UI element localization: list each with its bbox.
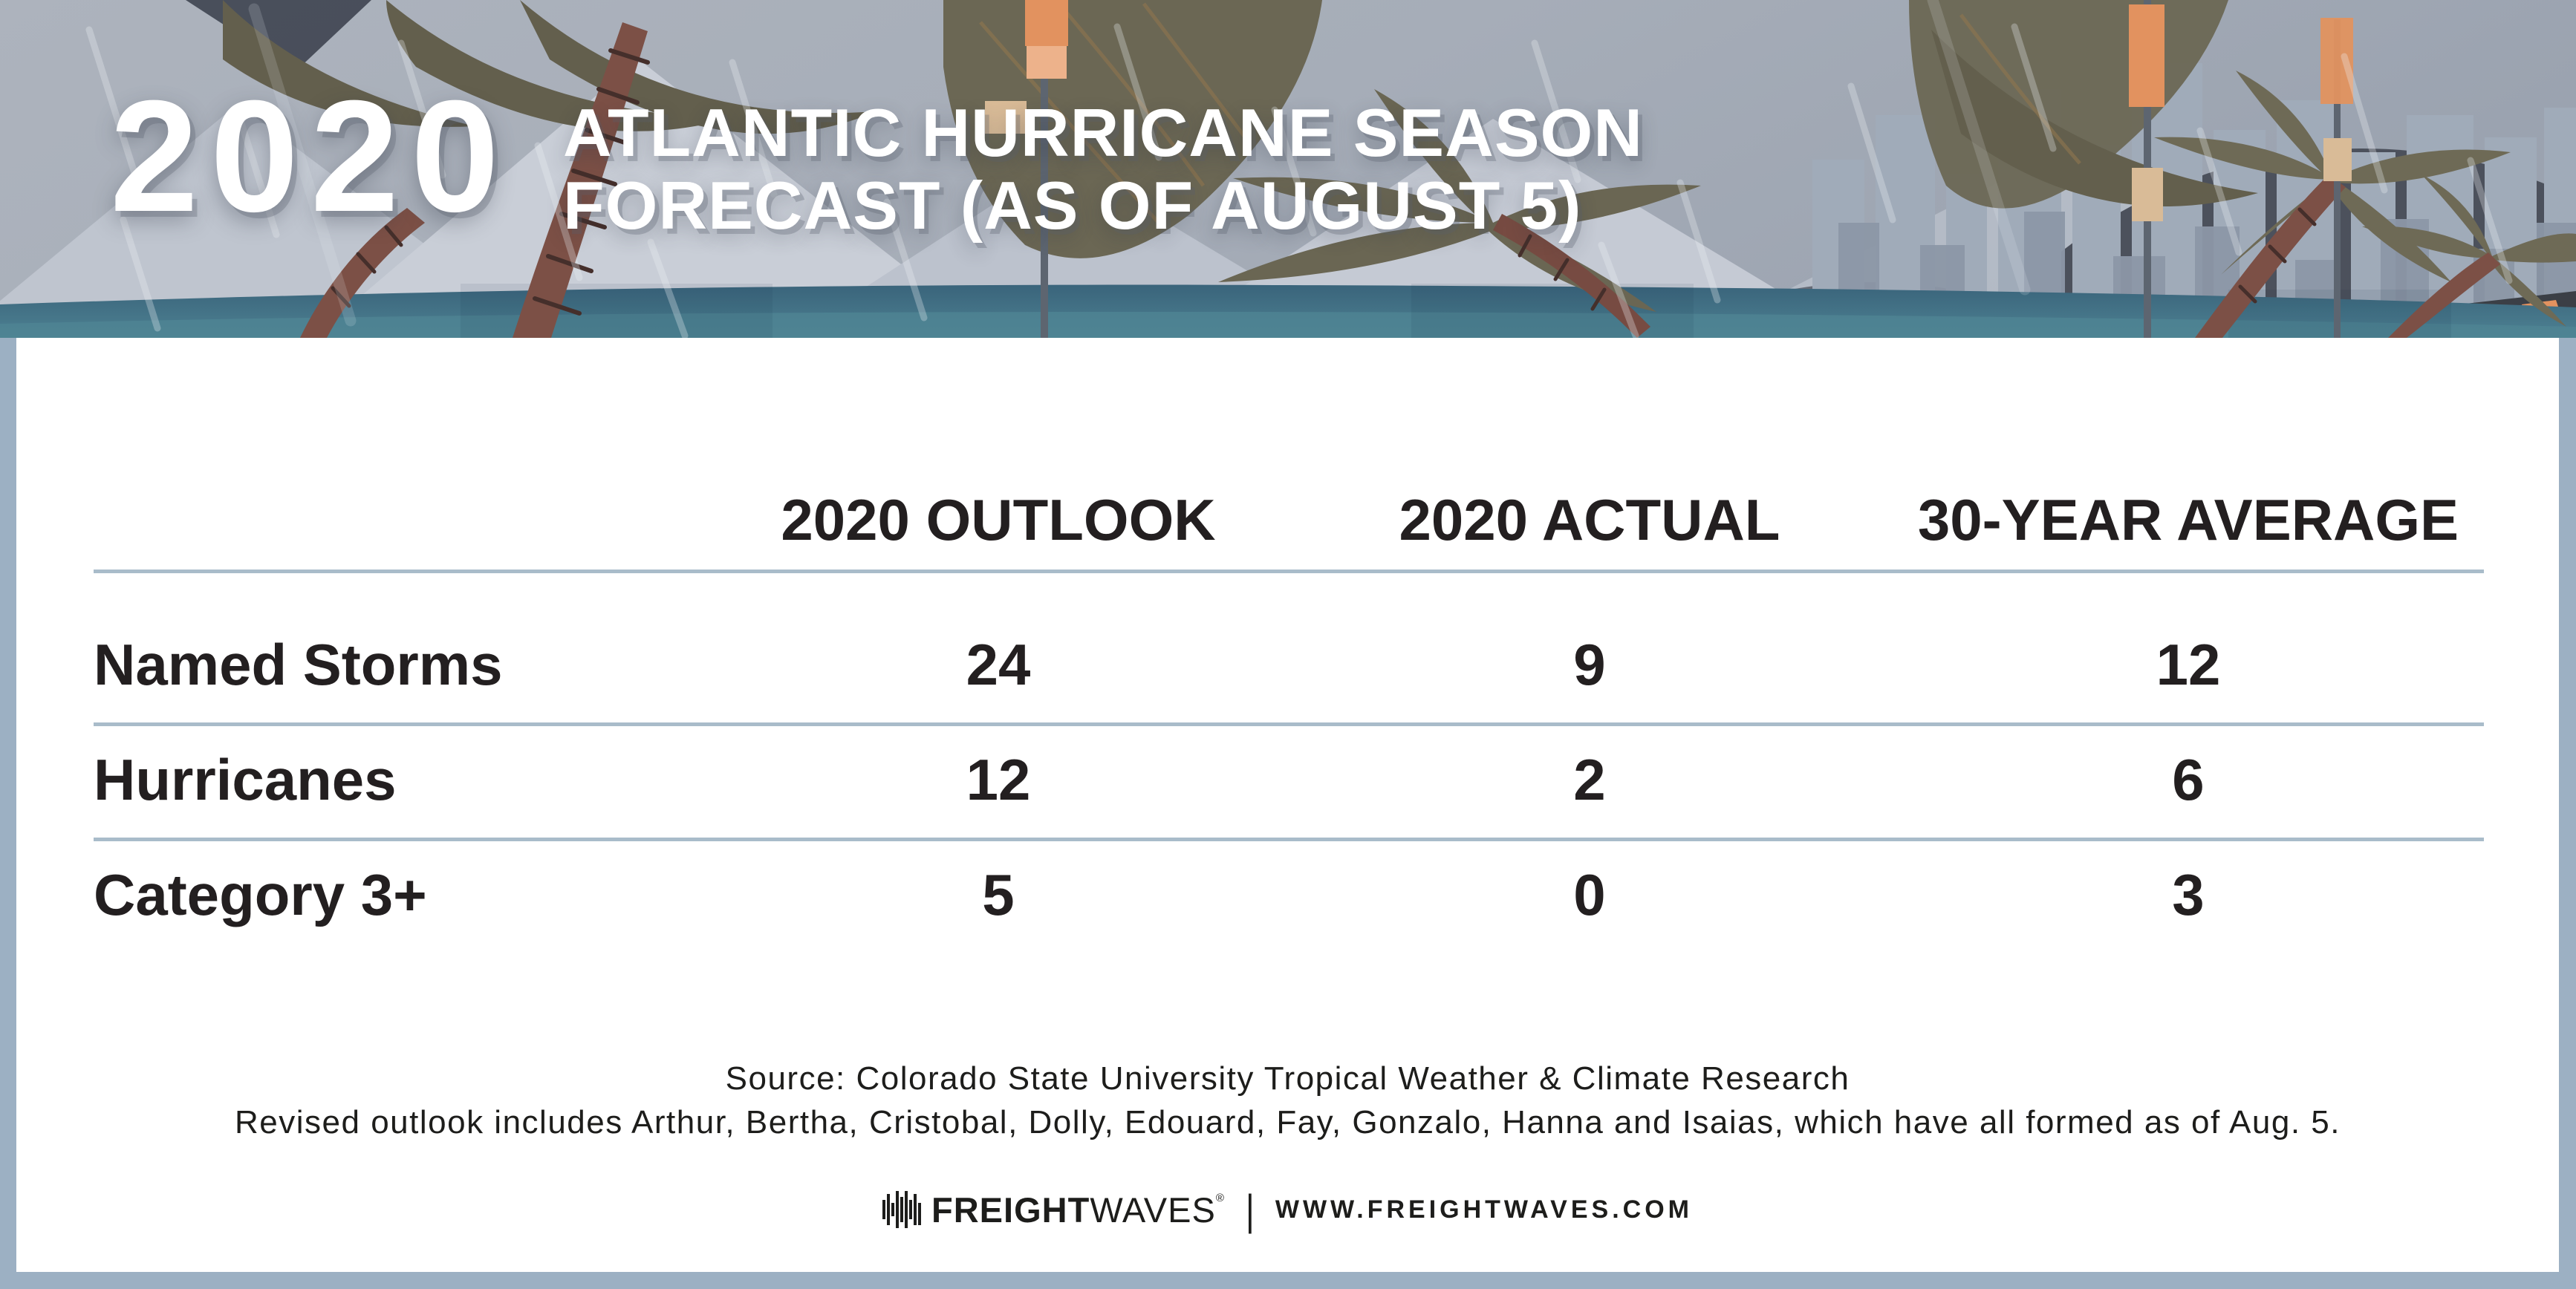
value-named-storms-actual: 9 [1573, 631, 1606, 697]
freightwaves-icon [882, 1190, 923, 1230]
value-category3-outlook: 5 [982, 861, 1015, 927]
header-banner: 2020 ATLANTIC HURRICANE SEASON FORECAST … [0, 0, 2576, 338]
palm-middle [1218, 89, 1701, 338]
table-row-hurricanes: Hurricanes 12 2 6 [94, 739, 2484, 820]
value-category3-actual: 0 [1573, 861, 1606, 927]
footnotes: Source: Colorado State University Tropic… [16, 1057, 2559, 1144]
page-title: ATLANTIC HURRICANE SEASON FORECAST (AS O… [563, 97, 1643, 243]
registered-mark: ® [1215, 1191, 1225, 1204]
table-row-category3: Category 3+ 5 0 3 [94, 854, 2484, 936]
palm-trunk-left-2 [300, 208, 425, 338]
palm-trunk-left [513, 22, 650, 338]
value-named-storms-outlook: 24 [966, 631, 1031, 697]
table-header-row: 2020 OUTLOOK 2020 ACTUAL 30-YEAR AVERAGE [94, 479, 2484, 561]
row-label-category3: Category 3+ [94, 861, 427, 927]
row-label-named-storms: Named Storms [94, 631, 503, 697]
footer-url: WWW.FREIGHTWAVES.COM [1275, 1195, 1693, 1224]
value-named-storms-average: 12 [2156, 631, 2221, 697]
column-header-outlook: 2020 OUTLOOK [781, 486, 1216, 552]
row-divider [94, 838, 2484, 841]
source-note: Source: Colorado State University Tropic… [725, 1060, 1850, 1097]
rain [85, 0, 2513, 338]
row-divider [94, 722, 2484, 726]
frond-veins [979, 2, 2081, 224]
title-line1: ATLANTIC HURRICANE SEASON [563, 96, 1644, 171]
ocean [0, 284, 2576, 338]
content-card: 2020 OUTLOOK 2020 ACTUAL 30-YEAR AVERAGE… [16, 338, 2559, 1272]
value-category3-average: 3 [2172, 861, 2205, 927]
revised-note: Revised outlook includes Arthur, Bertha,… [235, 1104, 2341, 1140]
traffic-lights [985, 0, 2353, 338]
value-hurricanes-average: 6 [2172, 746, 2205, 812]
value-hurricanes-actual: 2 [1573, 746, 1606, 812]
column-header-average: 30-YEAR AVERAGE [1917, 486, 2459, 552]
year-label: 2020 [110, 68, 512, 245]
table-row-named-storms: Named Storms 24 9 12 [94, 624, 2484, 705]
title-line2: FORECAST (AS OF AUGUST 5) [563, 169, 1582, 244]
column-header-actual: 2020 ACTUAL [1399, 486, 1780, 552]
row-divider [94, 570, 2484, 573]
footer-separator: | [1245, 1185, 1255, 1234]
palm-right-b [2362, 174, 2576, 338]
freightwaves-wordmark: FREIGHTWAVES® [931, 1190, 1225, 1230]
hurricane-illustration [0, 0, 2576, 338]
value-hurricanes-outlook: 12 [966, 746, 1031, 812]
row-label-hurricanes: Hurricanes [94, 746, 397, 812]
freightwaves-logo: FREIGHTWAVES® [882, 1190, 1225, 1230]
footer-brand: FREIGHTWAVES® | WWW.FREIGHTWAVES.COM [16, 1183, 2559, 1236]
forecast-table: 2020 OUTLOOK 2020 ACTUAL 30-YEAR AVERAGE… [94, 479, 2484, 954]
card-frame: 2020 OUTLOOK 2020 ACTUAL 30-YEAR AVERAGE… [0, 338, 2576, 1289]
